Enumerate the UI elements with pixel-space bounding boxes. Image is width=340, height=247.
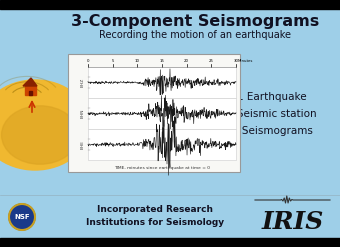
Text: 1 Seismic station: 1 Seismic station	[227, 109, 317, 119]
Bar	[88, 67, 236, 98]
Text: 3 Seismograms: 3 Seismograms	[232, 126, 312, 136]
Bar	[88, 129, 236, 160]
Text: 10: 10	[135, 60, 140, 63]
Bar	[25, 86, 36, 95]
Text: 25: 25	[209, 60, 214, 63]
Ellipse shape	[0, 80, 90, 170]
Polygon shape	[23, 78, 37, 86]
Text: 1 Earthquake: 1 Earthquake	[237, 92, 307, 102]
Text: 3-Component Seismograms: 3-Component Seismograms	[71, 15, 319, 29]
Circle shape	[9, 204, 35, 230]
Text: BHN: BHN	[81, 109, 85, 118]
Bar	[0, 0, 340, 9]
Text: 0: 0	[87, 60, 89, 63]
Text: TIME, minutes since earthquake at time = 0: TIME, minutes since earthquake at time =…	[114, 166, 210, 170]
Text: Recording the motion of an earthquake: Recording the motion of an earthquake	[99, 30, 291, 40]
Bar	[88, 98, 236, 129]
Bar	[29, 91, 32, 95]
Text: BHE: BHE	[81, 140, 85, 149]
Text: 15: 15	[159, 60, 165, 63]
Ellipse shape	[1, 106, 79, 164]
Text: 20: 20	[184, 60, 189, 63]
Text: 5: 5	[112, 60, 114, 63]
Text: IRIS: IRIS	[262, 210, 324, 234]
Bar	[0, 238, 340, 247]
Text: 30: 30	[234, 60, 238, 63]
Text: BHZ: BHZ	[81, 78, 85, 87]
Bar	[68, 54, 240, 172]
Text: Minutes: Minutes	[238, 60, 253, 63]
Text: Incorporated Research
Institutions for Seismology: Incorporated Research Institutions for S…	[86, 205, 224, 227]
Text: NSF: NSF	[14, 214, 30, 220]
